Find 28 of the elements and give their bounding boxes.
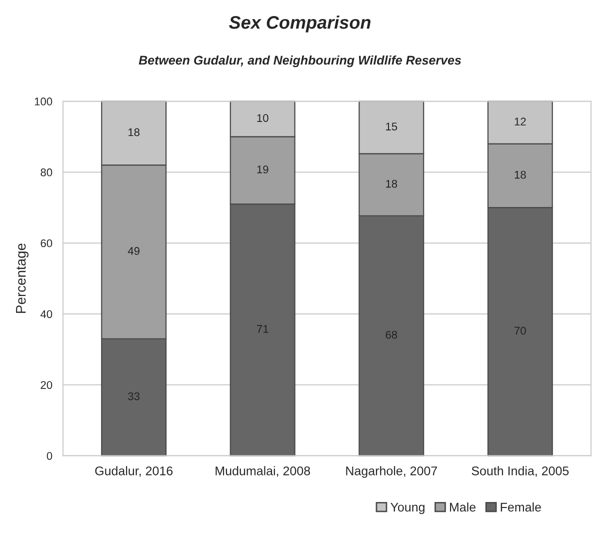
legend-label: Young — [390, 502, 424, 514]
y-tick-label: 60 — [40, 239, 52, 248]
y-tick-label: 40 — [40, 310, 52, 318]
data-label: 70 — [514, 326, 526, 335]
y-tick-label: 0 — [46, 452, 52, 460]
data-label: 15 — [386, 122, 398, 130]
legend-label: Female — [500, 502, 541, 512]
x-tick-label: Gudalur, 2016 — [95, 466, 173, 477]
data-label: 68 — [386, 330, 398, 339]
chart-subtitle: Between Gudalur, and Neighbouring Wildlife Reserves — [138, 55, 462, 68]
y-tick-label: 20 — [40, 381, 52, 389]
data-label: 10 — [257, 114, 268, 122]
data-label: 49 — [128, 247, 140, 255]
x-tick-label: South India, 2005 — [472, 466, 569, 477]
data-label: 18 — [128, 128, 140, 136]
y-axis-title: Percentage — [16, 244, 28, 313]
data-label: 19 — [257, 166, 268, 174]
data-label: 18 — [514, 170, 526, 179]
x-tick-label: Mudumalai, 2008 — [216, 466, 310, 477]
data-label: 12 — [514, 118, 526, 126]
data-label: 18 — [386, 180, 398, 188]
legend-label: Male — [450, 502, 476, 512]
data-label: 33 — [128, 392, 140, 400]
x-tick-label: Nagarhole, 2007 — [346, 466, 437, 478]
y-tick-label: 80 — [40, 168, 52, 176]
data-label: 71 — [257, 325, 268, 333]
y-tick-label: 100 — [34, 98, 52, 106]
chart-title: Sex Comparison — [228, 16, 370, 32]
